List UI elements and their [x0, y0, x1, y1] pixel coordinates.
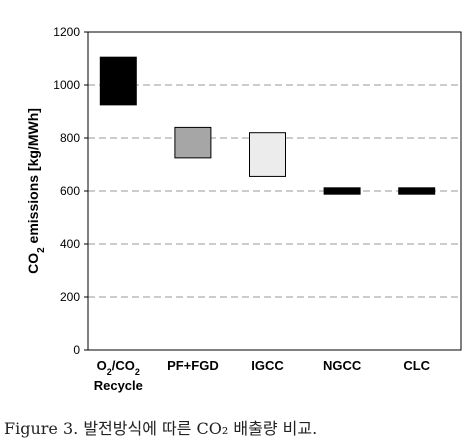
bar — [323, 187, 361, 195]
x-tick-label: IGCC — [251, 358, 284, 373]
bar — [99, 56, 137, 106]
x-tick-label: PF+FGD — [167, 358, 219, 373]
y-tick-label: 1200 — [53, 25, 80, 39]
x-tick-label-line2: Recycle — [94, 378, 143, 393]
figure-caption: Figure 3. 발전방식에 따른 CO₂ 배출량 비교. — [4, 419, 318, 438]
bar — [174, 126, 212, 159]
bar — [249, 132, 286, 177]
y-tick-label: 800 — [60, 131, 80, 145]
y-tick-label: 0 — [73, 343, 80, 357]
y-tick-label: 600 — [60, 184, 80, 198]
bars — [99, 56, 436, 195]
x-tick-label: CLC — [403, 358, 430, 373]
x-tick-label: O2/CO2 — [97, 358, 140, 377]
y-axis: 0 200 400 600 800 1000 1200 — [53, 25, 88, 357]
y-tick-label: 200 — [60, 290, 80, 304]
y-axis-label: CO2 emissions [kg/MWh] — [25, 108, 47, 274]
bar — [398, 187, 436, 195]
y-tick-label: 1000 — [53, 78, 80, 92]
y-tick-label: 400 — [60, 237, 80, 251]
x-tick-label: NGCC — [323, 358, 362, 373]
